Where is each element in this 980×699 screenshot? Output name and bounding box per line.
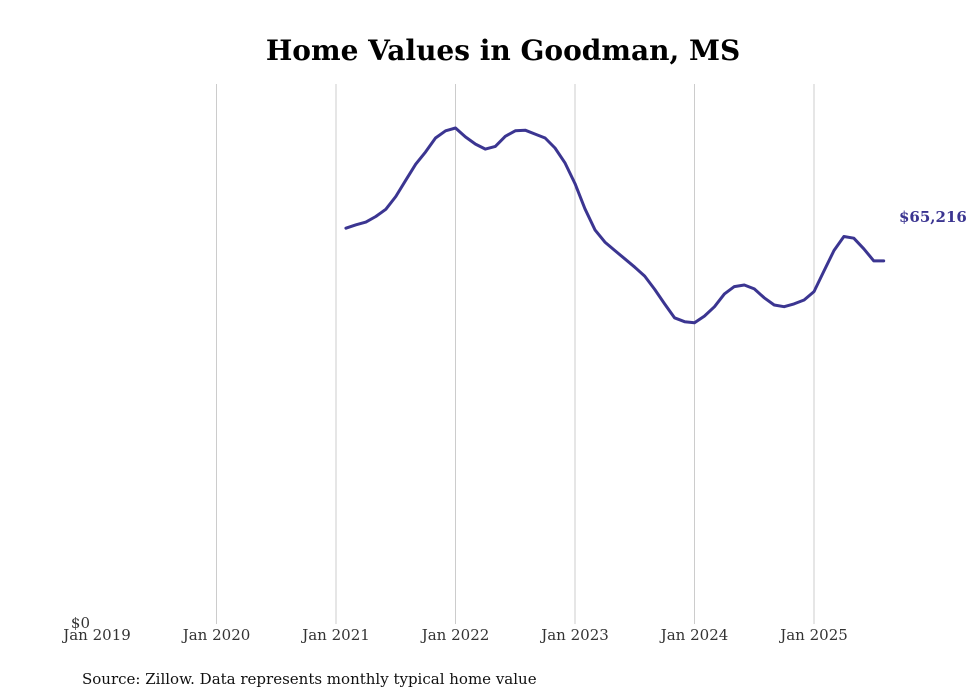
x-tick-label: Jan 2023 — [539, 626, 609, 644]
source-note: Source: Zillow. Data represents monthly … — [82, 670, 537, 688]
x-tick-label: Jan 2025 — [778, 626, 848, 644]
gridlines — [216, 84, 815, 624]
end-value-label: $65,216 — [899, 208, 967, 226]
x-tick-label: Jan 2021 — [300, 626, 370, 644]
y-tick-label: $0 — [71, 614, 90, 632]
x-tick-label: Jan 2020 — [181, 626, 251, 644]
x-tick-label: Jan 2022 — [420, 626, 490, 644]
series-line — [344, 126, 886, 325]
x-axis-ticks: Jan 2019 Jan 2020 Jan 2021 Jan 2022 Jan 2023… — [61, 626, 848, 644]
x-tick-label: Jan 2024 — [659, 626, 729, 644]
x-tick-label: Jan 2019 — [61, 626, 131, 644]
chart-title: Home Values in Goodman, MS — [266, 34, 740, 67]
